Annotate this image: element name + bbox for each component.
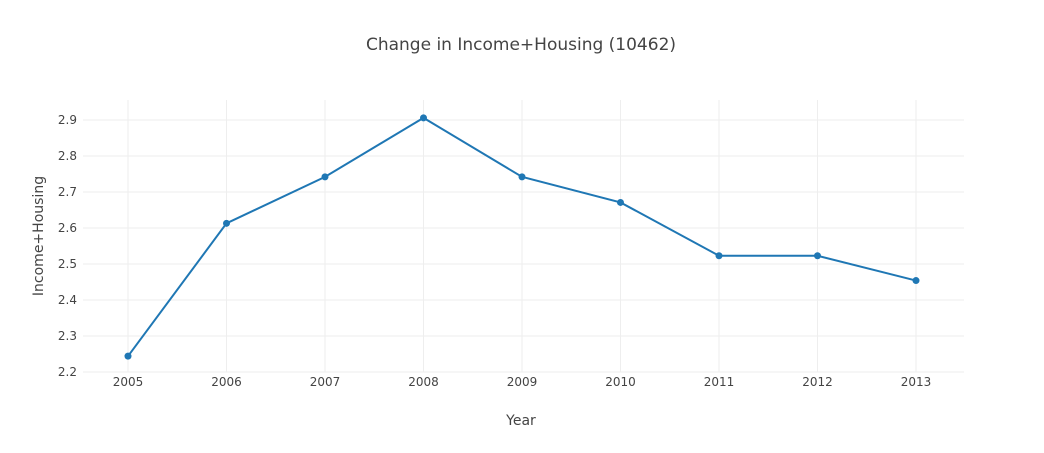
y-tick-label: 2.2 — [58, 365, 77, 379]
x-tick-label: 2010 — [605, 375, 636, 389]
data-point[interactable] — [223, 219, 230, 227]
x-tick-label: 2005 — [113, 375, 144, 389]
x-tick-label: 2013 — [901, 375, 932, 389]
y-tick-label: 2.7 — [58, 185, 77, 199]
y-tick-label: 2.6 — [58, 221, 77, 235]
data-point[interactable] — [124, 352, 132, 360]
data-point[interactable] — [617, 198, 624, 206]
chart-title: Change in Income+Housing (10462) — [366, 35, 676, 55]
data-point[interactable] — [715, 252, 723, 260]
x-tick-label: 2007 — [310, 375, 341, 389]
data-point[interactable] — [912, 277, 920, 285]
data-point[interactable] — [814, 252, 821, 260]
y-tick-label: 2.9 — [58, 113, 77, 127]
y-axis-title: Income+Housing — [31, 176, 47, 296]
grid-lines — [83, 100, 964, 373]
y-tick-label: 2.8 — [58, 149, 77, 163]
data-point[interactable] — [518, 173, 526, 181]
data-point[interactable] — [321, 173, 329, 181]
y-tick-label: 2.3 — [58, 329, 77, 343]
x-axis-ticks: 2005 2006 2007 2008 2009 2010 2011 2012 2013 — [113, 375, 932, 389]
x-tick-label: 2008 — [408, 375, 439, 389]
x-tick-label: 2006 — [211, 375, 242, 389]
x-tick-label: 2012 — [802, 375, 833, 389]
x-tick-label: 2011 — [704, 375, 735, 389]
y-axis-ticks: 2.2 2.3 2.4 2.5 2.6 2.7 2.8 2.9 — [58, 113, 77, 379]
x-tick-label: 2009 — [507, 375, 538, 389]
y-tick-label: 2.5 — [58, 257, 77, 271]
data-point[interactable] — [420, 114, 427, 122]
x-axis-title: Year — [505, 413, 536, 429]
series-layer — [124, 114, 920, 360]
y-tick-label: 2.4 — [58, 293, 77, 307]
